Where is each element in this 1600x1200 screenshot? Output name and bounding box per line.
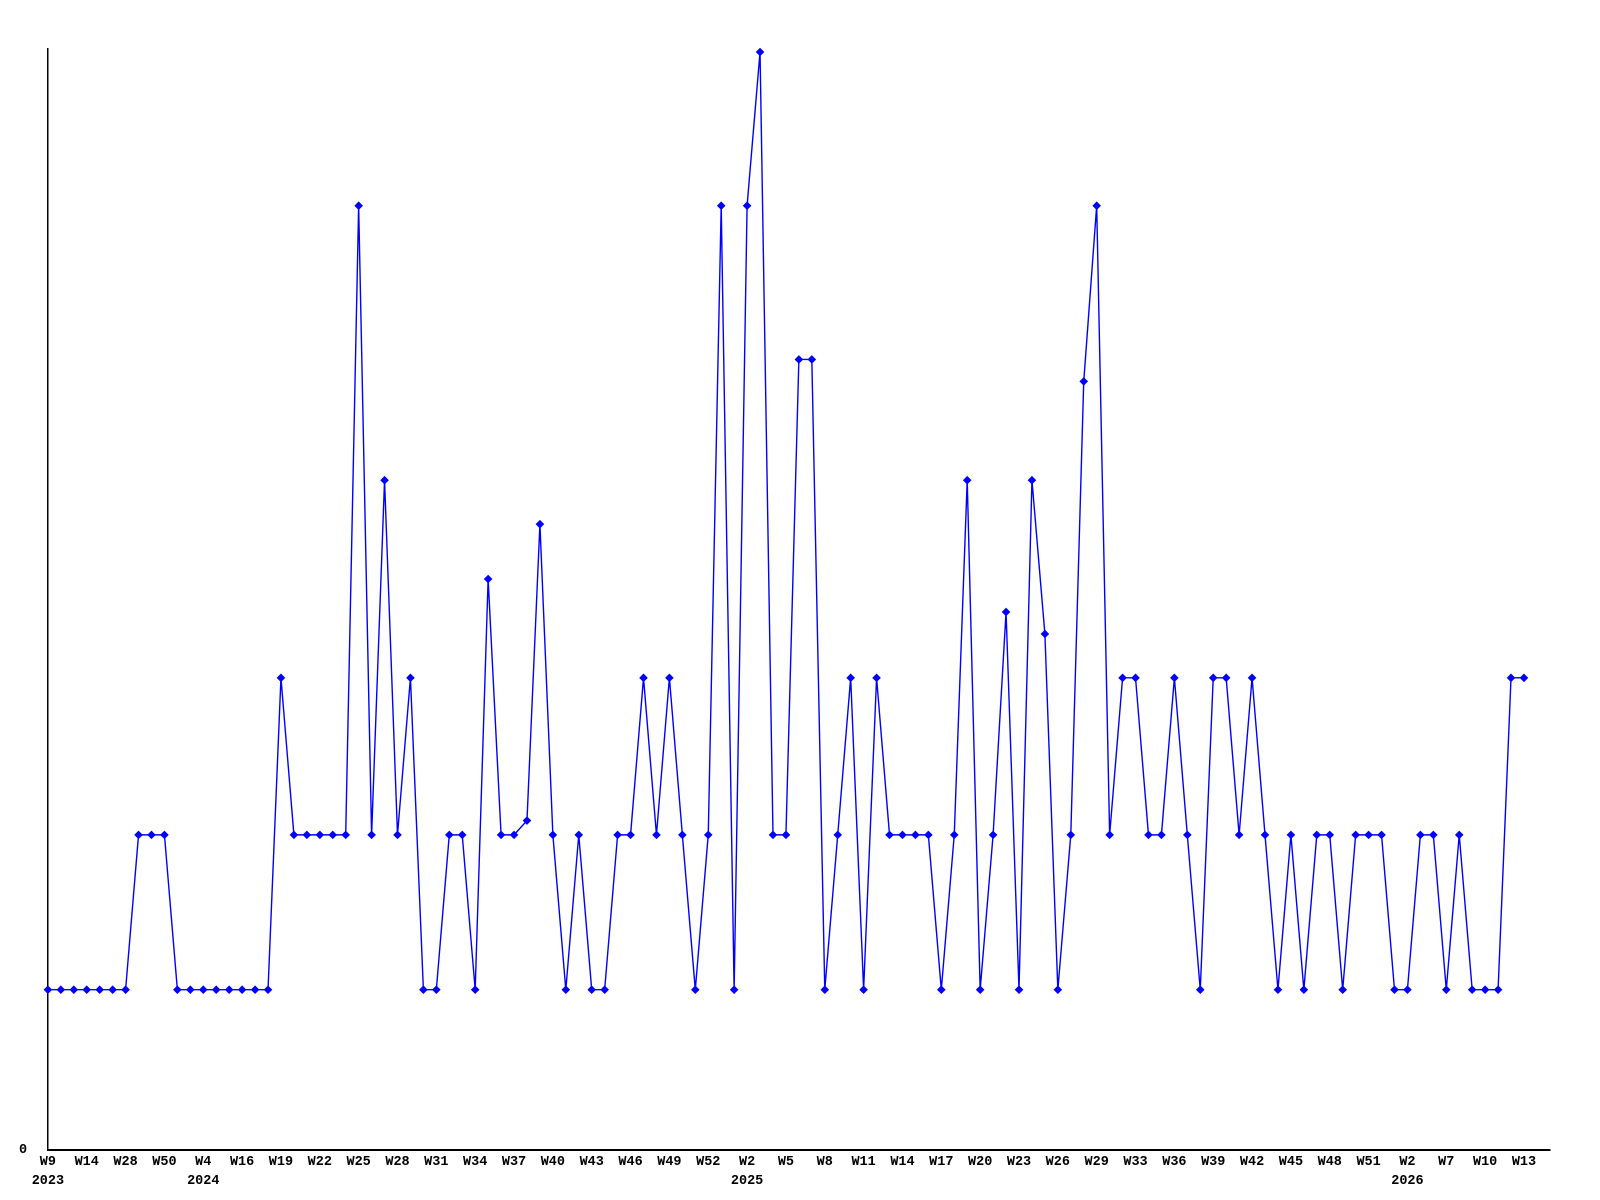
svg-text:W49: W49 (657, 1155, 681, 1170)
svg-text:W29: W29 (1085, 1155, 1109, 1170)
svg-text:W5: W5 (778, 1155, 794, 1170)
svg-text:W51: W51 (1356, 1155, 1380, 1170)
svg-text:0: 0 (19, 1143, 27, 1158)
svg-text:W33: W33 (1123, 1155, 1147, 1170)
svg-text:W43: W43 (580, 1155, 604, 1170)
svg-text:W7: W7 (1438, 1155, 1454, 1170)
svg-text:W52: W52 (696, 1155, 720, 1170)
svg-text:W11: W11 (851, 1155, 875, 1170)
svg-text:W17: W17 (929, 1155, 953, 1170)
svg-text:W26: W26 (1046, 1155, 1070, 1170)
svg-text:W28: W28 (113, 1155, 137, 1170)
svg-text:W31: W31 (424, 1155, 448, 1170)
svg-text:W2: W2 (739, 1155, 755, 1170)
svg-text:W13: W13 (1512, 1155, 1536, 1170)
svg-text:W50: W50 (152, 1155, 176, 1170)
svg-text:W14: W14 (75, 1155, 99, 1170)
svg-text:W46: W46 (618, 1155, 642, 1170)
svg-text:W48: W48 (1318, 1155, 1342, 1170)
svg-text:W25: W25 (346, 1155, 370, 1170)
svg-text:W28: W28 (385, 1155, 409, 1170)
svg-text:W39: W39 (1201, 1155, 1225, 1170)
svg-text:W23: W23 (1007, 1155, 1031, 1170)
svg-text:W19: W19 (269, 1155, 293, 1170)
svg-text:2023: 2023 (32, 1174, 64, 1189)
svg-text:W42: W42 (1240, 1155, 1264, 1170)
svg-text:W22: W22 (308, 1155, 332, 1170)
svg-text:2024: 2024 (187, 1174, 219, 1189)
svg-text:W4: W4 (195, 1155, 211, 1170)
svg-text:W36: W36 (1162, 1155, 1186, 1170)
svg-text:W45: W45 (1279, 1155, 1303, 1170)
svg-text:W16: W16 (230, 1155, 254, 1170)
svg-text:W40: W40 (541, 1155, 565, 1170)
svg-text:2025: 2025 (731, 1174, 763, 1189)
svg-text:W10: W10 (1473, 1155, 1497, 1170)
svg-text:W8: W8 (817, 1155, 833, 1170)
svg-text:W37: W37 (502, 1155, 526, 1170)
svg-text:W9: W9 (40, 1155, 56, 1170)
svg-text:W34: W34 (463, 1155, 487, 1170)
svg-text:W14: W14 (890, 1155, 914, 1170)
svg-text:W2: W2 (1399, 1155, 1415, 1170)
svg-text:W20: W20 (968, 1155, 992, 1170)
svg-text:2026: 2026 (1391, 1174, 1423, 1189)
